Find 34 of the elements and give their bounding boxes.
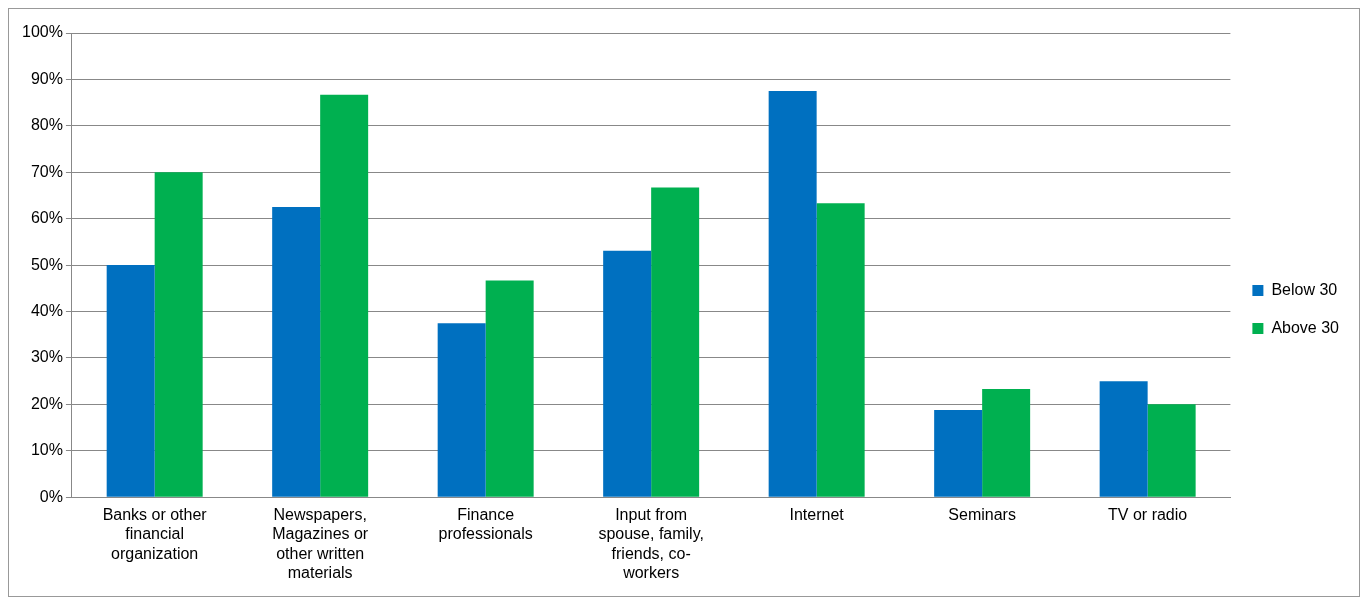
bar xyxy=(603,250,652,497)
legend-label: Above 30 xyxy=(1271,318,1340,336)
y-tick-label: 40% xyxy=(30,301,63,319)
legend-label: Below 30 xyxy=(1271,280,1338,298)
bar xyxy=(1099,381,1148,497)
y-tick-label: 50% xyxy=(30,255,63,273)
x-tick-label: Banks or other financial organization xyxy=(102,506,208,562)
bar xyxy=(272,207,321,497)
y-tick-label: 30% xyxy=(30,348,63,366)
x-tick-label: Input from spouse, family, friends, co-workers xyxy=(598,506,704,581)
bar xyxy=(320,94,369,497)
x-tick-label: Finance professionals xyxy=(438,506,533,543)
bar xyxy=(154,172,203,497)
y-tick-label: 80% xyxy=(30,116,63,134)
bar xyxy=(437,323,486,497)
x-tick-label: Internet xyxy=(789,506,845,524)
bar xyxy=(982,389,1031,497)
bar xyxy=(768,91,817,497)
bar xyxy=(934,409,983,497)
bar xyxy=(651,187,700,497)
x-tick-label: Newspapers, Magazines or other written materials xyxy=(272,506,369,581)
y-tick-label: 20% xyxy=(30,394,63,412)
x-tick-label: Seminars xyxy=(948,506,1016,524)
x-tick-label: TV or radio xyxy=(1108,506,1188,524)
y-tick-label: 90% xyxy=(30,69,63,87)
bar xyxy=(106,265,155,497)
y-tick-label: 10% xyxy=(30,441,63,459)
bar xyxy=(485,280,534,497)
bar xyxy=(1147,404,1196,497)
y-tick-label: 70% xyxy=(30,162,63,180)
y-tick-label: 100% xyxy=(22,23,63,41)
bar xyxy=(816,203,865,497)
y-tick-label: 0% xyxy=(39,487,63,505)
y-tick-label: 60% xyxy=(30,209,63,227)
